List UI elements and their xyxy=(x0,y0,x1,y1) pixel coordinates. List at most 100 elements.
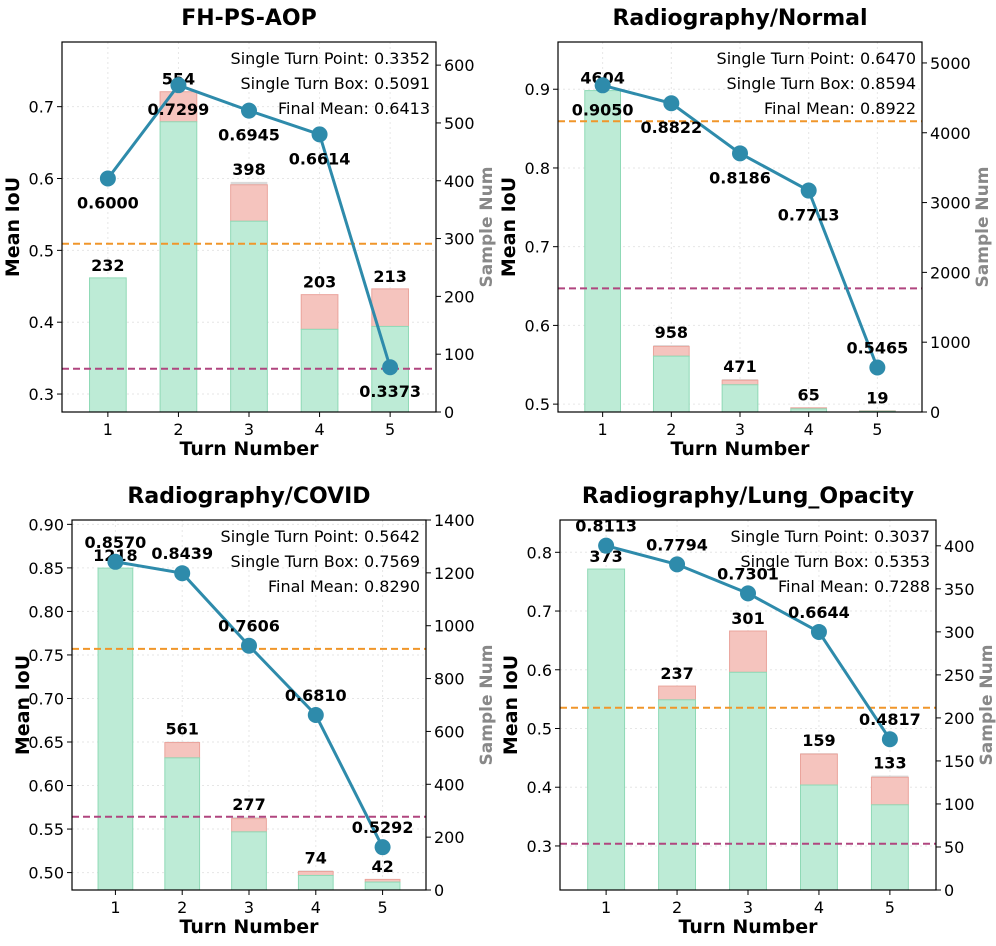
x-tick-label: 2 xyxy=(672,898,682,917)
mean-iou-point xyxy=(241,103,257,119)
bar-fail xyxy=(232,819,267,832)
mean-iou-point xyxy=(170,77,186,93)
mean-iou-label: 0.3373 xyxy=(359,382,421,401)
legend-entry: Single Turn Box: 0.5091 xyxy=(241,74,430,93)
legend-entry: Final Mean: 0.8290 xyxy=(268,577,420,596)
bar-fail xyxy=(722,380,758,385)
bar-success xyxy=(659,700,696,890)
mean-iou-label: 0.7299 xyxy=(148,100,210,119)
mean-iou-point xyxy=(732,145,748,161)
mean-iou-point xyxy=(869,360,885,376)
bar-count-label: 232 xyxy=(91,256,124,275)
x-axis-label: Turn Number xyxy=(180,438,320,460)
bar-count-label: 203 xyxy=(303,273,336,292)
x-tick-label: 3 xyxy=(743,898,753,917)
mean-iou-point xyxy=(308,707,324,723)
x-tick-label: 1 xyxy=(598,420,608,439)
y-tick-label: 0.6 xyxy=(527,661,552,680)
mean-iou-point xyxy=(107,554,123,570)
bar-count-label: 958 xyxy=(655,323,688,342)
y2-tick-label: 200 xyxy=(444,287,475,306)
subplot-3: 121856127774420.85700.84390.76060.68100.… xyxy=(12,484,497,938)
y-axis-label: Mean IoU xyxy=(12,655,34,755)
y2-tick-label: 400 xyxy=(444,172,475,191)
x-tick-label: 3 xyxy=(244,420,254,439)
bar-count-label: 277 xyxy=(232,795,265,814)
y2-tick-label: 350 xyxy=(944,580,975,599)
y2-axis-label: Sample Num xyxy=(973,167,993,288)
chart-title: Radiography/Lung_Opacity xyxy=(582,484,914,509)
y2-tick-label: 300 xyxy=(444,230,475,249)
y2-tick-label: 200 xyxy=(944,709,975,728)
y-tick-label: 0.7 xyxy=(29,98,54,117)
legend-entry: Final Mean: 0.6413 xyxy=(278,99,430,118)
x-tick-label: 5 xyxy=(377,898,387,917)
mean-iou-point xyxy=(174,565,190,581)
x-tick-label: 3 xyxy=(244,898,254,917)
y-tick-label: 0.90 xyxy=(28,515,64,534)
bar-success xyxy=(90,278,127,412)
legend-entry: Single Turn Point: 0.5642 xyxy=(221,527,420,546)
mean-iou-point xyxy=(663,95,679,111)
y-tick-label: 0.5 xyxy=(525,395,550,414)
chart-title: Radiography/Normal xyxy=(612,6,867,31)
y-tick-label: 0.4 xyxy=(29,313,54,332)
x-tick-label: 4 xyxy=(314,420,324,439)
bar-success xyxy=(232,832,267,890)
y-axis-label: Mean IoU xyxy=(498,177,520,277)
bar-count-label: 301 xyxy=(731,609,764,628)
bar-count-label: 19 xyxy=(866,389,888,408)
mean-iou-label: 0.7606 xyxy=(218,617,280,636)
y2-tick-label: 1000 xyxy=(930,333,971,352)
bar-count-label: 42 xyxy=(371,857,393,876)
bar-count-label: 213 xyxy=(373,267,406,286)
y2-tick-label: 400 xyxy=(434,775,465,794)
y-tick-label: 0.50 xyxy=(28,864,64,883)
y2-tick-label: 600 xyxy=(434,722,465,741)
bar-fail xyxy=(165,743,200,758)
y2-axis-label: Sample Num xyxy=(477,167,497,288)
x-tick-label: 4 xyxy=(311,898,321,917)
bar-fail xyxy=(871,777,908,805)
bar-count-label: 74 xyxy=(305,848,327,867)
mean-iou-point xyxy=(241,638,257,654)
x-axis-label: Turn Number xyxy=(679,916,819,938)
bar-success xyxy=(365,882,400,890)
y-tick-label: 0.5 xyxy=(527,719,552,738)
legend-entry: Single Turn Point: 0.6470 xyxy=(717,49,916,68)
y2-tick-label: 2000 xyxy=(930,263,971,282)
y-tick-label: 0.9 xyxy=(525,80,550,99)
y2-tick-label: 300 xyxy=(944,623,975,642)
y2-tick-label: 50 xyxy=(944,838,964,857)
subplot-1: 2325543982032130.60000.72990.69450.66140… xyxy=(2,6,497,460)
mean-iou-label: 0.8439 xyxy=(151,544,213,563)
mean-iou-point xyxy=(312,126,328,142)
bar-success xyxy=(165,758,200,890)
bar-count-label: 471 xyxy=(723,357,756,376)
mean-iou-label: 0.6810 xyxy=(285,686,347,705)
mean-iou-label: 0.7794 xyxy=(646,535,708,554)
y-axis-label: Mean IoU xyxy=(500,655,522,755)
mean-iou-point xyxy=(100,171,116,187)
bar-success xyxy=(800,785,837,890)
y2-tick-label: 500 xyxy=(444,114,475,133)
mean-iou-label: 0.5292 xyxy=(352,818,414,837)
bar-success xyxy=(231,221,268,412)
subplot-2: 460495847165190.90500.88220.81860.77130.… xyxy=(498,6,993,460)
chart-title: Radiography/COVID xyxy=(127,484,370,509)
y-tick-label: 0.80 xyxy=(28,602,64,621)
subplot-4: 3732373011591330.81130.77940.73010.66440… xyxy=(500,484,996,938)
bar-fail xyxy=(653,346,689,356)
mean-iou-label: 0.6614 xyxy=(289,149,351,168)
bar-count-label: 237 xyxy=(660,664,693,683)
bar-fail xyxy=(298,872,333,876)
mean-iou-point xyxy=(740,585,756,601)
y-tick-label: 0.55 xyxy=(28,820,64,839)
mean-iou-label: 0.5465 xyxy=(846,339,908,358)
y2-tick-label: 800 xyxy=(434,670,465,689)
bar-fail xyxy=(231,185,268,221)
bar-success xyxy=(301,329,338,412)
mean-iou-label: 0.4817 xyxy=(859,710,921,729)
